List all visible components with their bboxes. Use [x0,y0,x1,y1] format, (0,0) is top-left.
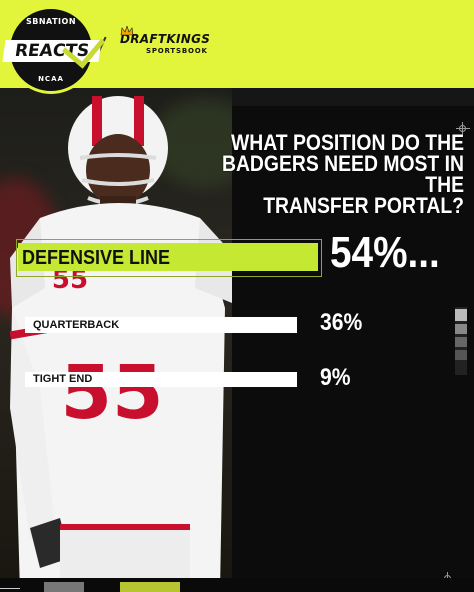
bar-quarterback [25,317,297,333]
sbnation-reacts-logo: SBNATION REACTS NCAA [2,6,106,94]
question-line-3: TRANSFER PORTAL? [263,193,464,218]
bar-label: QUARTERBACK [33,319,120,331]
panel-top-stripe [232,88,474,106]
poll-panel [232,88,474,592]
sportsbook-text: SPORTSBOOK [146,47,208,55]
scale-decoration [455,307,467,375]
jersey-number: 55 [61,350,164,436]
percent-label: 36% [320,309,363,336]
percent-label: 54%... [330,228,440,277]
player-photo: 55 55 [0,88,232,592]
question-line-2: BADGERS NEED MOST IN THE [221,151,464,197]
player-figure: 55 55 [9,96,232,592]
bar-label: TIGHT END [33,373,93,385]
crosshair-icon [456,122,470,136]
question-line-1: WHAT POSITION DO THE [230,130,464,155]
poll-question: WHAT POSITION DO THE BADGERS NEED MOST I… [182,130,464,218]
draftkings-text: DRAFTKINGS [120,32,211,46]
logo-ncaa-text: NCAA [38,75,64,83]
bottom-decoration-strip [0,578,474,592]
bar-defensive-line [18,243,318,271]
logo-sbnation-text: SBNATION [25,17,77,26]
crown-icon [120,26,134,36]
bar-label: DEFENSIVE LINE [22,247,171,269]
highlight-frame [16,239,322,277]
draftkings-logo: DRAFTKINGS SPORTSBOOK [120,26,211,55]
percent-label: 9% [320,364,351,391]
bar-tight-end [25,372,297,387]
